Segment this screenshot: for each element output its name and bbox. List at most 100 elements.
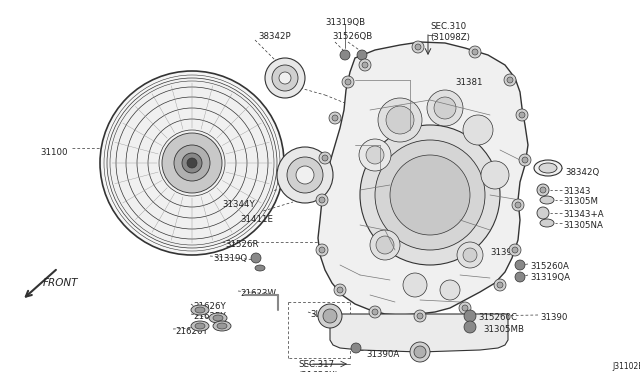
Circle shape <box>494 279 506 291</box>
Circle shape <box>182 153 202 173</box>
Circle shape <box>459 302 471 314</box>
Circle shape <box>512 199 524 211</box>
Text: 21626Y: 21626Y <box>193 302 226 311</box>
Text: 31526R: 31526R <box>225 240 259 249</box>
Text: 31411E: 31411E <box>240 215 273 224</box>
Circle shape <box>540 187 546 193</box>
Circle shape <box>519 112 525 118</box>
Circle shape <box>403 273 427 297</box>
Circle shape <box>440 280 460 300</box>
Circle shape <box>323 309 337 323</box>
Text: 315260A: 315260A <box>530 262 569 271</box>
Circle shape <box>279 72 291 84</box>
Circle shape <box>187 158 197 168</box>
Circle shape <box>516 109 528 121</box>
Circle shape <box>386 106 414 134</box>
Circle shape <box>463 248 477 262</box>
Circle shape <box>464 310 476 322</box>
Circle shape <box>359 59 371 71</box>
Circle shape <box>512 247 518 253</box>
Circle shape <box>159 130 225 196</box>
Circle shape <box>414 346 426 358</box>
Circle shape <box>375 140 485 250</box>
Text: 31343+A: 31343+A <box>563 210 604 219</box>
Circle shape <box>100 71 284 255</box>
Ellipse shape <box>213 315 223 321</box>
Circle shape <box>251 253 261 263</box>
Circle shape <box>509 244 521 256</box>
Circle shape <box>507 77 513 83</box>
Circle shape <box>369 306 381 318</box>
Circle shape <box>376 236 394 254</box>
Circle shape <box>457 242 483 268</box>
Text: 31381: 31381 <box>455 78 483 87</box>
Ellipse shape <box>540 219 554 227</box>
Circle shape <box>410 342 430 362</box>
Circle shape <box>332 115 338 121</box>
Text: 21625Y: 21625Y <box>193 312 226 321</box>
Text: 31390A: 31390A <box>366 350 399 359</box>
Circle shape <box>519 154 531 166</box>
Circle shape <box>319 152 331 164</box>
Circle shape <box>174 145 210 181</box>
Text: 21623W: 21623W <box>240 289 276 298</box>
Circle shape <box>464 321 476 333</box>
Text: 21626Y: 21626Y <box>175 327 208 336</box>
Text: (21636X): (21636X) <box>298 371 338 372</box>
Circle shape <box>265 58 305 98</box>
Text: 31526QB: 31526QB <box>332 32 372 41</box>
Circle shape <box>329 112 341 124</box>
Ellipse shape <box>217 323 227 329</box>
Circle shape <box>318 304 342 328</box>
Circle shape <box>415 44 421 50</box>
Polygon shape <box>330 314 508 352</box>
Circle shape <box>515 260 525 270</box>
Text: (31098Z): (31098Z) <box>430 33 470 42</box>
Circle shape <box>162 133 222 193</box>
Text: 31319QB: 31319QB <box>325 18 365 27</box>
Circle shape <box>319 247 325 253</box>
Text: J31102E4: J31102E4 <box>612 362 640 371</box>
Circle shape <box>366 146 384 164</box>
Circle shape <box>316 194 328 206</box>
Circle shape <box>370 230 400 260</box>
Circle shape <box>515 272 525 282</box>
Text: 31344Y: 31344Y <box>222 200 255 209</box>
Circle shape <box>322 155 328 161</box>
Text: 31343: 31343 <box>563 187 591 196</box>
Circle shape <box>345 79 351 85</box>
Circle shape <box>434 97 456 119</box>
Ellipse shape <box>540 196 554 204</box>
Text: SEC.310: SEC.310 <box>430 22 466 31</box>
Ellipse shape <box>213 321 231 331</box>
Circle shape <box>522 157 528 163</box>
Ellipse shape <box>195 323 205 329</box>
Circle shape <box>116 87 268 239</box>
Circle shape <box>316 244 328 256</box>
Circle shape <box>412 41 424 53</box>
Circle shape <box>137 108 247 218</box>
Text: 31305NA: 31305NA <box>563 221 603 230</box>
Circle shape <box>515 202 521 208</box>
Text: 31390: 31390 <box>540 313 568 322</box>
Circle shape <box>481 161 509 189</box>
Text: 38342P: 38342P <box>258 32 291 41</box>
Circle shape <box>472 49 478 55</box>
Circle shape <box>362 62 368 68</box>
Text: 31305MB: 31305MB <box>483 325 524 334</box>
Circle shape <box>504 74 516 86</box>
Ellipse shape <box>191 321 209 331</box>
Circle shape <box>296 166 314 184</box>
Circle shape <box>469 46 481 58</box>
Polygon shape <box>318 42 528 315</box>
Circle shape <box>414 310 426 322</box>
Circle shape <box>359 139 391 171</box>
Circle shape <box>287 157 323 193</box>
Circle shape <box>378 98 422 142</box>
Ellipse shape <box>255 265 265 271</box>
Circle shape <box>334 284 346 296</box>
Circle shape <box>351 343 361 353</box>
Circle shape <box>277 147 333 203</box>
Circle shape <box>342 76 354 88</box>
Text: 31319Q: 31319Q <box>213 254 247 263</box>
